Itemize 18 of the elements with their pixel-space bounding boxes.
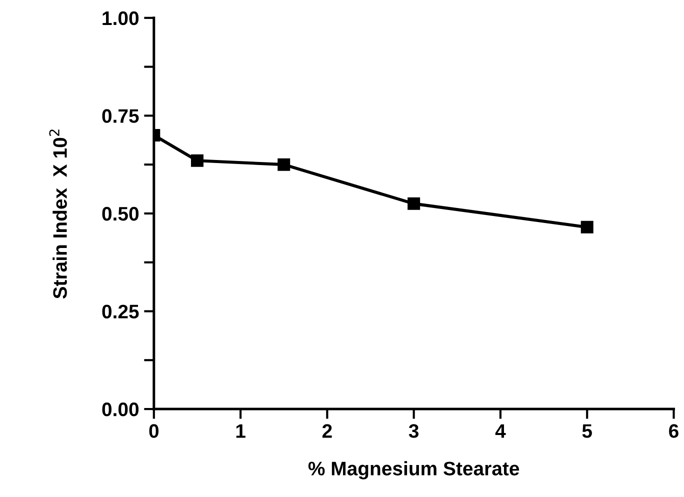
x-tick-label: 3 (408, 424, 419, 438)
x-tick-label: 2 (322, 424, 332, 438)
point (190, 154, 204, 167)
y-tick-label: 0.00 (102, 402, 139, 416)
x-tick-label: 4 (495, 424, 506, 438)
point (580, 220, 594, 234)
x-axis-title: % Magnesium Stearate (308, 461, 520, 480)
x-tick-label: 5 (582, 424, 592, 438)
x-tick-label: 6 (669, 424, 678, 438)
y-tick-label: 0.50 (102, 206, 139, 221)
x-tick-label: 0 (149, 424, 159, 438)
point (278, 158, 290, 171)
y-axis-title: Strain Index X 10$^{2}$ (49, 130, 67, 299)
point (408, 197, 420, 210)
y-tick-label: 0.75 (102, 109, 139, 123)
y-tick-label: 1.00 (102, 11, 139, 26)
y-tick-label: 0.25 (102, 304, 139, 318)
x-tick-label: 1 (236, 424, 246, 438)
